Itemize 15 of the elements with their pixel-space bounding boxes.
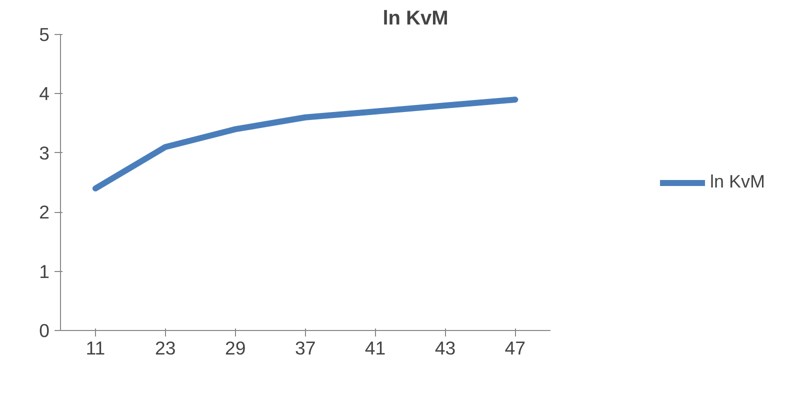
y-tick-label: 0 <box>39 320 50 341</box>
x-tick-label: 37 <box>294 338 316 358</box>
x-tick-label: 11 <box>86 338 106 358</box>
x-tick-label: 43 <box>434 338 456 358</box>
y-tick-label: 3 <box>39 142 50 164</box>
y-tick-label: 4 <box>39 83 50 104</box>
legend-label: ln KvM <box>710 172 766 192</box>
x-tick-label: 47 <box>504 338 526 358</box>
y-tick-label: 2 <box>39 202 50 223</box>
x-tick-label: 23 <box>155 338 176 358</box>
x-tick-label: 29 <box>225 338 246 358</box>
x-tick-label: 41 <box>364 338 386 358</box>
chart-title: ln KvM <box>382 8 448 30</box>
y-tick-label: 1 <box>39 260 50 282</box>
y-tick-label: 5 <box>39 24 50 45</box>
